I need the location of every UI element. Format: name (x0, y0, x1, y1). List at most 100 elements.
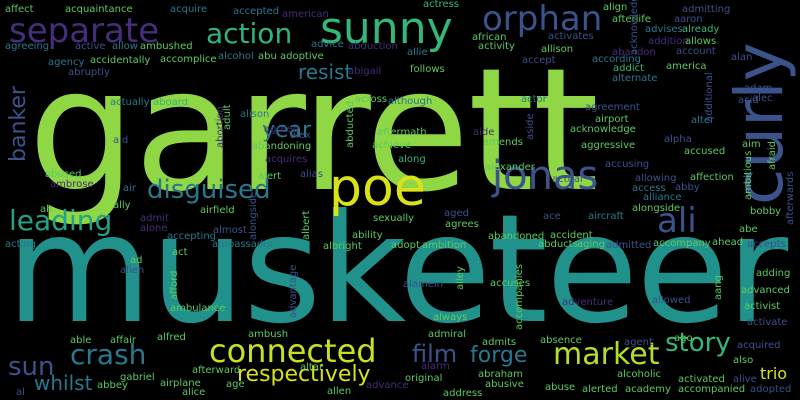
word: abducts (538, 239, 578, 250)
word: ace (543, 211, 561, 222)
word: aide (473, 127, 495, 138)
word: adult (222, 104, 233, 130)
word: ambitious (743, 150, 754, 200)
word: agrees (445, 219, 479, 230)
word: gabriel (120, 372, 155, 383)
word: almost (213, 225, 247, 236)
word: america (666, 61, 707, 72)
word: absence (540, 335, 582, 346)
word: ad (130, 255, 143, 266)
word: action (206, 17, 293, 50)
word: acknowledges (629, 0, 640, 55)
word: adventure (562, 297, 614, 308)
word: accepts (747, 239, 786, 250)
word: allowing (635, 173, 677, 184)
word: aid (113, 135, 129, 146)
word: aftermath (377, 127, 427, 138)
word: address (443, 388, 483, 399)
word: accompanied (678, 384, 746, 395)
word: addition (648, 36, 689, 47)
word: abigail (348, 66, 382, 77)
word: allows (685, 36, 717, 47)
word: acting (5, 239, 37, 250)
word: sun (8, 352, 55, 382)
word: afterward (192, 365, 241, 376)
word: able (70, 335, 92, 346)
word: alpha (664, 134, 692, 145)
word: ambrose (50, 179, 94, 190)
word: african (472, 32, 507, 43)
word: crash (70, 338, 147, 371)
word: acquires (265, 154, 308, 165)
word: actress (423, 0, 460, 10)
word: ambulance (170, 303, 226, 314)
word: aircraft (588, 211, 624, 222)
word: alley (455, 266, 466, 290)
word: alter (691, 115, 715, 126)
word: adopt (391, 240, 420, 251)
word: aside (525, 113, 536, 140)
word: alex (290, 130, 311, 141)
word: activate (747, 317, 788, 328)
word: actor (521, 94, 547, 105)
word: although (388, 96, 433, 107)
word: agent (624, 337, 653, 348)
word: al (16, 387, 25, 398)
word: accompany (653, 238, 711, 249)
word: activated (678, 374, 725, 385)
word: active (75, 41, 106, 52)
word: advice (311, 39, 344, 50)
word: alert (258, 171, 282, 182)
word: abandoning (252, 141, 312, 152)
word: alternate (612, 73, 658, 84)
word: affect (5, 4, 34, 15)
word: along (398, 154, 426, 165)
word: accepting (167, 231, 217, 242)
word: always (433, 312, 468, 323)
word: musketeer (6, 183, 788, 357)
word: allen (327, 386, 352, 397)
word: film (412, 340, 458, 368)
word: allison (541, 44, 574, 55)
word: allie (407, 47, 428, 58)
word: afterwards (785, 171, 796, 225)
word: abraham (478, 369, 523, 380)
word: acquaintance (65, 4, 133, 15)
word: curly (721, 42, 798, 205)
word: accomplice (160, 54, 217, 65)
word: ambush (248, 329, 289, 340)
word: abu adoptive (258, 51, 324, 62)
word: across (355, 94, 388, 105)
word: accompanies (514, 264, 525, 330)
word: bobby (750, 206, 782, 217)
word: alan (731, 52, 753, 63)
word: admits (482, 337, 517, 348)
word: afford (169, 270, 180, 300)
word: affair (110, 335, 137, 346)
word: accepted (233, 6, 280, 17)
word: acknowledge (570, 124, 636, 135)
word: abusive (485, 379, 524, 390)
word: air (123, 183, 137, 194)
word: according (592, 54, 641, 65)
word: accept (522, 55, 556, 66)
word: american (282, 9, 329, 20)
word: abandon (612, 47, 656, 58)
word: advanced (741, 285, 790, 296)
word: additional (704, 72, 715, 122)
word: alliance (643, 192, 682, 203)
word: alerted (582, 384, 618, 395)
word: admitting (682, 4, 731, 15)
word: actual (552, 174, 583, 185)
word: activist (744, 301, 781, 312)
word: adam (744, 83, 773, 94)
word: albert (301, 210, 312, 240)
word: abby (675, 182, 700, 193)
word: align (603, 2, 628, 13)
word: academy (625, 384, 671, 395)
word: agreeing (5, 41, 50, 52)
word: advance (366, 380, 409, 391)
word: ally (113, 200, 131, 211)
word: alec (752, 93, 773, 104)
